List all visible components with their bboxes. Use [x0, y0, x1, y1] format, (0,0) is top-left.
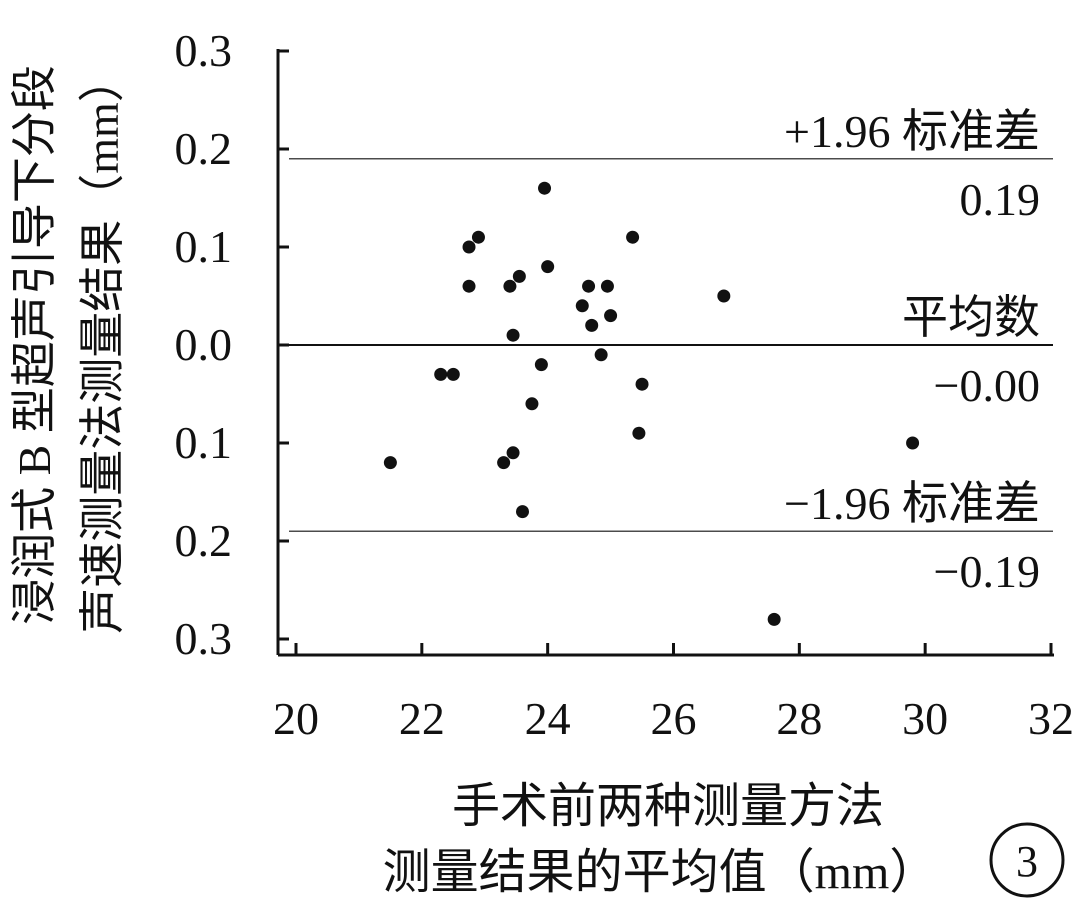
tick-labels: 0.3 0.2 0.1 0.0 0.1 0.2 0.3 20 22 24 26 28 30 32: [175, 25, 1075, 744]
y-axis-title-line1: 浸润式 B 型超声引导下分段: [9, 65, 60, 625]
data-point: [632, 426, 646, 440]
y-tick-label: 0.1: [175, 417, 233, 468]
reference-line-label: −1.96 标准差: [784, 478, 1040, 529]
data-point: [512, 269, 526, 283]
panel-label-circle: [989, 822, 1065, 898]
data-point: [506, 328, 520, 342]
y-tick-label: 0.2: [175, 515, 233, 566]
y-tick-label: 0.3: [175, 25, 233, 76]
data-point: [462, 240, 476, 254]
x-tick-label: 32: [1028, 693, 1074, 744]
data-point: [434, 367, 448, 381]
data-point: [525, 397, 539, 411]
data-point: [575, 299, 589, 313]
x-tick-label: 22: [399, 693, 445, 744]
data-points: [383, 181, 920, 626]
y-tick-label: 0.1: [175, 221, 233, 272]
data-point: [503, 279, 517, 293]
data-point: [462, 279, 476, 293]
data-point: [635, 377, 649, 391]
data-point: [516, 505, 529, 519]
panel-label: 3: [1016, 837, 1038, 886]
data-point: [471, 230, 485, 244]
data-point: [600, 279, 614, 293]
data-point: [541, 260, 555, 274]
y-tick-label: 0.2: [175, 123, 233, 174]
data-point: [717, 289, 731, 303]
data-point: [538, 181, 552, 195]
y-tick-label: 0.0: [175, 319, 233, 370]
x-tick-label: 30: [902, 693, 948, 744]
data-point: [594, 348, 608, 362]
data-point: [604, 309, 618, 323]
data-point: [906, 436, 920, 450]
data-point: [626, 230, 640, 244]
reference-line-value: −0.19: [934, 546, 1040, 597]
y-tick-label: 0.3: [175, 613, 233, 664]
data-point: [767, 612, 781, 626]
data-point: [506, 446, 520, 460]
reference-line-value: −0.00: [934, 360, 1040, 411]
x-tick-label: 20: [273, 693, 319, 744]
data-point: [534, 358, 548, 372]
data-point: [446, 367, 460, 381]
data-point: [383, 456, 397, 470]
x-tick-label: 24: [525, 693, 571, 744]
reference-line-value: 0.19: [960, 174, 1041, 225]
data-point: [497, 456, 511, 470]
reference-lines: +1.96 标准差 0.19 平均数 −0.00 −1.96 标准差 −0.19: [289, 106, 1053, 597]
x-axis-title-line2: 测量结果的平均值（mm）: [383, 846, 938, 899]
y-axis-title-line2: 声速测量法测量结果（mm）: [77, 56, 128, 634]
reference-line-label: 平均数: [902, 292, 1040, 343]
x-tick-label: 28: [776, 693, 822, 744]
x-tick-label: 26: [651, 693, 697, 744]
reference-line-label: +1.96 标准差: [784, 106, 1040, 157]
data-point: [582, 279, 596, 293]
axes: [276, 49, 1054, 657]
x-axis-title-line1: 手术前两种测量方法: [452, 780, 884, 833]
data-point: [585, 318, 599, 332]
